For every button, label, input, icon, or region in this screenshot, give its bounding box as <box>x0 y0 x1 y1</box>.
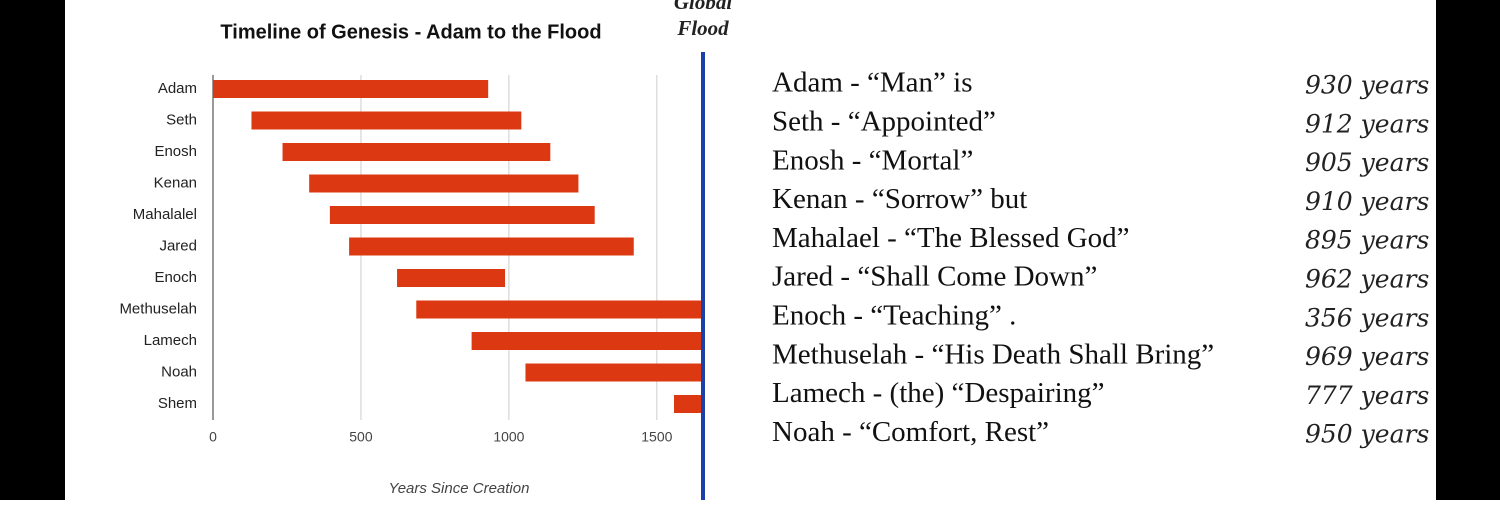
bar <box>525 363 703 382</box>
flood-label: Flood <box>676 16 729 40</box>
bar <box>213 80 489 98</box>
bar <box>309 174 579 193</box>
name-list: Adam - “Man” is 930 years Seth - “Appointe… <box>772 67 1429 449</box>
bar <box>674 395 703 413</box>
bar <box>329 206 595 224</box>
name-meaning: Seth - “Appointed” <box>772 105 996 137</box>
x-tick-label: 0 <box>209 429 217 445</box>
lifespan: 356 years <box>1305 303 1429 332</box>
lifespan: 905 years <box>1305 148 1429 177</box>
lifespan: 962 years <box>1305 265 1429 294</box>
y-tick-label: Methuselah <box>119 300 197 317</box>
y-tick-label: Shem <box>158 395 197 412</box>
x-tick-label: 500 <box>349 429 373 445</box>
y-tick-label: Mahalalel <box>133 206 197 223</box>
lifespan: 910 years <box>1305 187 1429 216</box>
x-tick-label: 1500 <box>641 429 672 445</box>
lifespan: 777 years <box>1305 381 1429 410</box>
bar <box>416 300 703 319</box>
name-meaning: Enosh - “Mortal” <box>772 144 973 176</box>
y-tick-label: Lamech <box>144 332 197 349</box>
x-axis-label: Years Since Creation <box>389 480 530 497</box>
bar <box>397 269 506 287</box>
name-meaning: Noah - “Comfort, Rest” <box>772 416 1049 448</box>
lifespan: 895 years <box>1305 226 1429 255</box>
name-meaning: Adam - “Man” is <box>772 67 973 99</box>
bar <box>282 143 551 161</box>
annotation: Global Flood <box>674 0 733 500</box>
y-tick-label: Adam <box>158 80 197 97</box>
y-tick-label: Seth <box>166 111 197 128</box>
bar <box>251 111 522 130</box>
y-tick-label: Enoch <box>154 269 197 286</box>
name-meaning: Kenan - “Sorrow” but <box>772 183 1027 215</box>
name-meaning: Enoch - “Teaching” . <box>772 299 1016 331</box>
lifespan: 969 years <box>1305 342 1429 371</box>
chart-title: Timeline of Genesis - Adam to the Flood <box>220 21 601 43</box>
lifespan: 930 years <box>1305 71 1429 100</box>
name-meaning: Jared - “Shall Come Down” <box>772 261 1097 293</box>
name-meaning: Mahalael - “The Blessed God” <box>772 222 1130 254</box>
flood-label: Global <box>674 0 733 14</box>
y-tick-label: Enosh <box>154 143 197 160</box>
left-border <box>0 0 65 500</box>
grid: 0 500 1000 1500 Adam Seth Enosh Kenan Mahalalel J… <box>119 75 673 445</box>
right-border <box>1436 0 1500 500</box>
bars <box>213 80 703 413</box>
name-meaning: Lamech - (the) “Despairing” <box>772 377 1105 409</box>
bar <box>349 237 634 256</box>
y-tick-label: Noah <box>161 363 197 380</box>
lifespan: 912 years <box>1305 109 1429 138</box>
y-tick-label: Jared <box>159 237 197 254</box>
y-tick-label: Kenan <box>154 174 197 191</box>
bar <box>471 332 702 350</box>
lifespan: 950 years <box>1305 420 1429 449</box>
name-meaning: Methuselah - “His Death Shall Bring” <box>772 338 1214 370</box>
x-tick-label: 1000 <box>493 429 524 445</box>
